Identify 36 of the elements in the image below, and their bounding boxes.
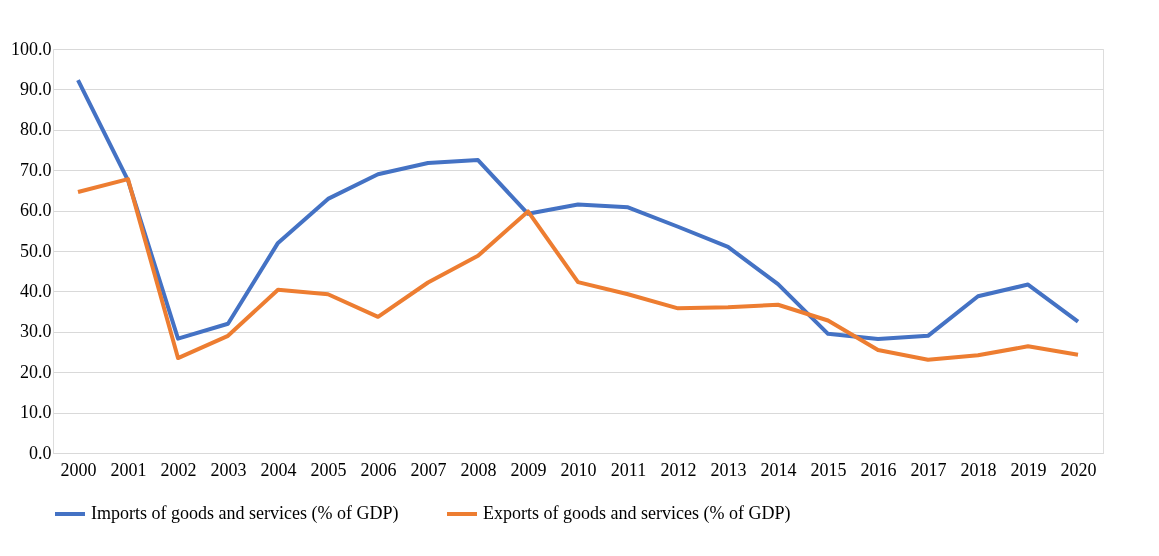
x-tick-label: 2013: [710, 459, 747, 480]
y-tick-label: 60.0: [20, 200, 52, 221]
legend-label: Exports of goods and services (% of GDP): [483, 503, 791, 524]
y-tick-label: 100.0: [11, 38, 52, 59]
x-tick-label: 2018: [960, 459, 997, 480]
x-tick-label: 2009: [510, 459, 547, 480]
y-tick-label: 90.0: [20, 78, 52, 99]
x-tick-label: 2016: [860, 459, 897, 480]
line-series: [76, 78, 1080, 342]
y-tick-label: 0.0: [29, 442, 52, 463]
x-tick-label: 2014: [760, 459, 797, 480]
x-tick-label: 2006: [360, 459, 397, 480]
x-tick-label: 2019: [1010, 459, 1047, 480]
x-tick-label: 2004: [260, 459, 297, 480]
x-tick-label: 2005: [310, 459, 347, 480]
x-tick-label: 2003: [210, 459, 247, 480]
x-tick-label: 2000: [60, 459, 97, 480]
x-tick-label: 2008: [460, 459, 497, 480]
y-tick-label: 40.0: [20, 280, 52, 301]
x-tick-label: 2001: [110, 459, 147, 480]
y-tick-label: 50.0: [20, 240, 52, 261]
x-tick-label: 2002: [160, 459, 197, 480]
line-series: [76, 177, 1080, 362]
x-tick-label: 2017: [910, 459, 947, 480]
y-tick-label: 80.0: [20, 119, 52, 140]
y-tick-label: 20.0: [20, 361, 52, 382]
y-tick-label: 70.0: [20, 159, 52, 180]
x-tick-label: 2015: [810, 459, 847, 480]
x-tick-label: 2020: [1060, 459, 1097, 480]
x-tick-label: 2007: [410, 459, 447, 480]
legend-label: Imports of goods and services (% of GDP): [91, 503, 399, 524]
x-tick-label: 2012: [660, 459, 697, 480]
y-tick-label: 30.0: [20, 321, 52, 342]
y-tick-label: 10.0: [20, 402, 52, 423]
x-tick-label: 2010: [560, 459, 597, 480]
x-tick-label: 2011: [610, 459, 647, 480]
